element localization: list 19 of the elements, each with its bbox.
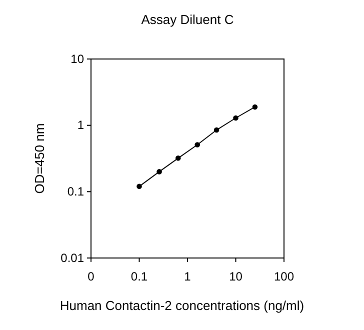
point <box>156 169 162 174</box>
y-tick-label: 1 <box>77 118 84 132</box>
point <box>136 184 142 190</box>
point <box>233 115 238 121</box>
y-tick-label: 0.01 <box>60 250 84 265</box>
y-tick-label: 10 <box>70 52 84 66</box>
x-tick-label: 0.1 <box>130 270 148 284</box>
chart-title: Assay Diluent C <box>141 12 234 27</box>
point <box>194 142 200 148</box>
x-tick-label: 0 <box>88 270 95 284</box>
x-tick-label: 1 <box>184 270 192 284</box>
x-axis-title: Human Contactin-2 concentrations (ng/ml) <box>60 298 304 313</box>
point <box>214 127 220 133</box>
x-tick-label: 100 <box>274 270 294 284</box>
y-axis-title: OD=450 nm <box>32 123 47 194</box>
x-tick-label: 10 <box>229 270 243 284</box>
y-tick-label: 0.1 <box>67 184 84 199</box>
point <box>252 104 258 110</box>
point <box>176 156 181 161</box>
